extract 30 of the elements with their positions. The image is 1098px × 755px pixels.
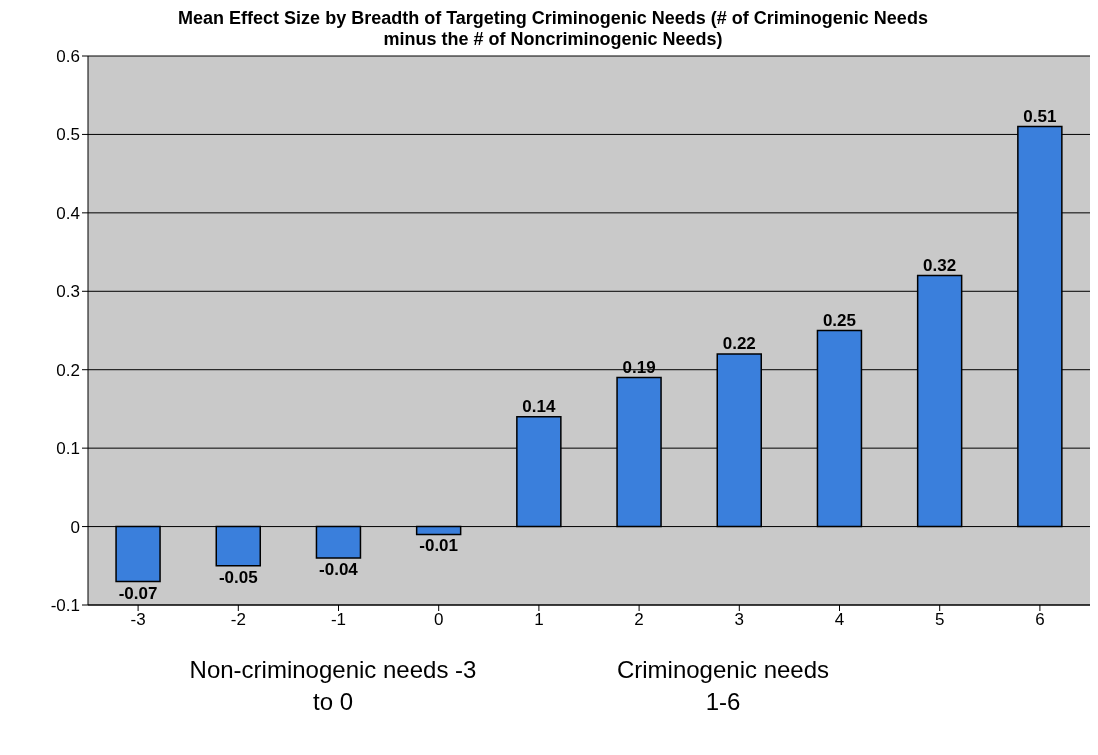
data-label: -0.07 <box>118 583 158 603</box>
text: Criminogenic needs 1-6 <box>615 655 831 717</box>
data-label: 0.14 <box>522 396 556 416</box>
text: Non-criminogenic needs -3 to 0 <box>188 655 478 717</box>
data-label: -0.04 <box>319 560 359 580</box>
y-tick-label: 0.4 <box>56 203 80 223</box>
x-tick-label: 4 <box>834 610 845 630</box>
x-tick-label: 6 <box>1035 610 1045 630</box>
data-label: 0.32 <box>923 255 957 275</box>
y-tick-label: 0.5 <box>56 125 80 145</box>
chart-title: Mean Effect Size by Breadth of Targeting Criminogenic Needs (# of Criminogenic Needs minus the # of Noncriminogenic Needs) <box>177 8 929 50</box>
x-tick-label: 1 <box>534 610 544 630</box>
y-tick-label: 0.3 <box>56 282 80 302</box>
x-tick-label: 0 <box>433 610 444 630</box>
y-tick-label: 0.1 <box>56 439 80 459</box>
x-tick-label: 2 <box>634 610 644 630</box>
y-tick-label: -0.1 <box>50 596 80 616</box>
y-tick-label: 0.6 <box>56 47 80 67</box>
y-tick-label: 0.2 <box>56 360 80 380</box>
x-tick-label: 5 <box>934 610 945 630</box>
x-tick-label: 3 <box>734 610 745 630</box>
x-tick-label: -1 <box>330 610 347 630</box>
data-label: -0.01 <box>419 536 459 556</box>
x-tick-label: -3 <box>130 610 146 630</box>
data-label: 0.51 <box>1023 106 1057 126</box>
x-tick-label: -2 <box>230 610 246 630</box>
data-label: 0.22 <box>722 334 756 354</box>
data-label: -0.05 <box>218 567 258 587</box>
data-label: 0.25 <box>822 310 856 330</box>
y-tick-label: 0 <box>70 517 80 537</box>
